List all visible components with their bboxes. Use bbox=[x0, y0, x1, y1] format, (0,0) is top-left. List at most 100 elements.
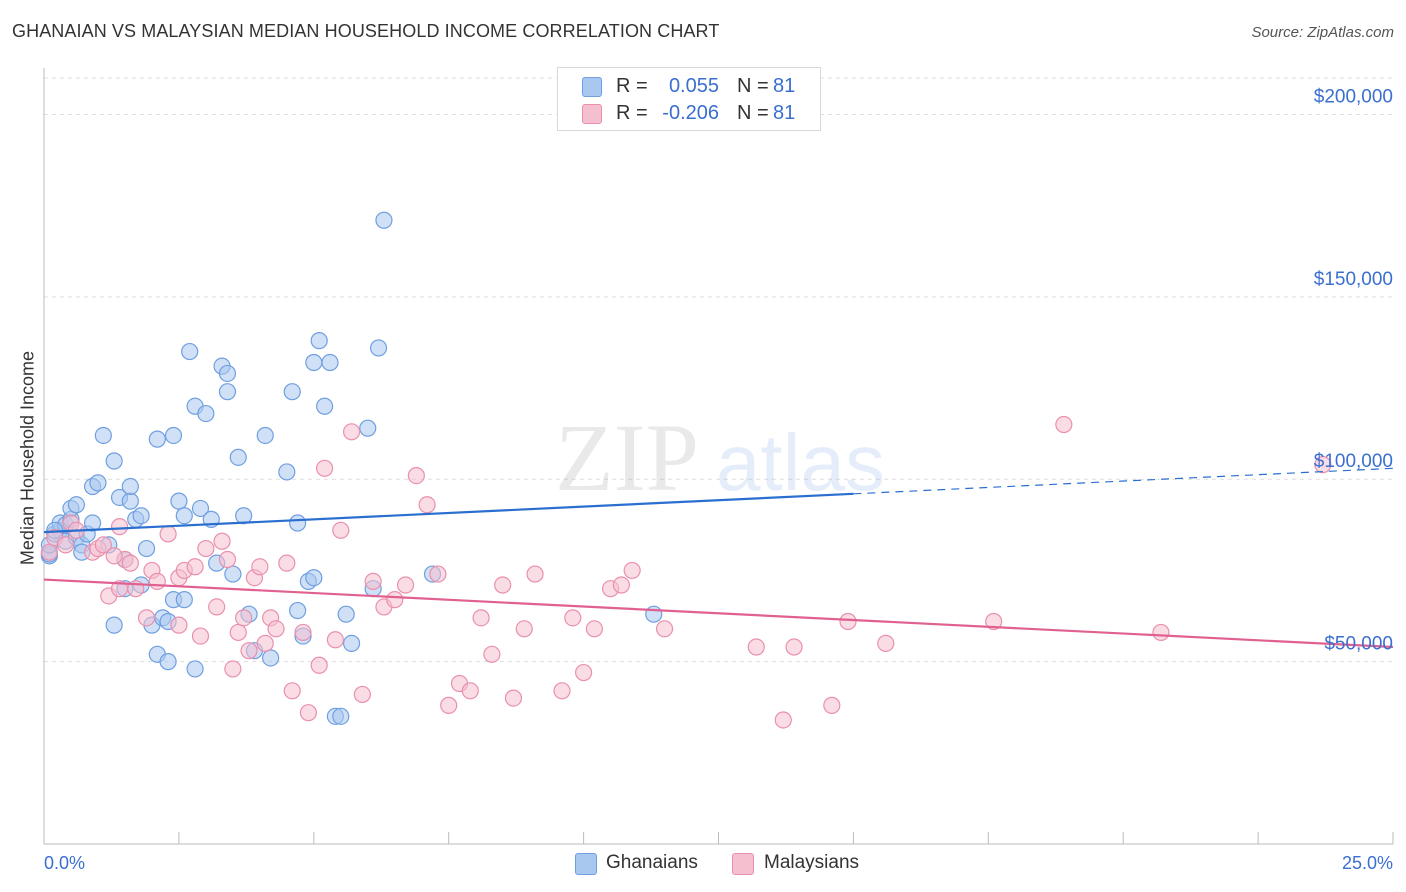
r-label: R = bbox=[616, 102, 648, 124]
malaysians-point bbox=[461, 682, 479, 700]
malaysians-point bbox=[515, 620, 533, 638]
malaysians-point bbox=[1314, 456, 1332, 474]
n-label: N = bbox=[737, 102, 769, 124]
malaysians-point bbox=[278, 554, 296, 572]
legend-swatch-malaysians bbox=[732, 853, 754, 875]
malaysians-point bbox=[1055, 415, 1073, 434]
malaysians-point bbox=[623, 561, 641, 580]
legend-label-malaysians: Malaysians bbox=[764, 852, 860, 873]
malaysians-point bbox=[251, 558, 269, 576]
y-tick-label: $100,000 bbox=[1314, 451, 1393, 472]
ghanaians-point bbox=[148, 430, 166, 448]
malaysians-point bbox=[418, 496, 436, 514]
ghanaians-point bbox=[89, 474, 107, 492]
malaysians-point bbox=[985, 612, 1003, 631]
legend-swatch-blue bbox=[582, 77, 602, 97]
malaysians-point bbox=[364, 572, 382, 590]
malaysians-point bbox=[504, 689, 523, 707]
trend-lines bbox=[43, 467, 1394, 649]
ghanaians-point bbox=[229, 448, 247, 466]
ghanaians-point bbox=[175, 507, 193, 525]
malaysians-point bbox=[342, 423, 361, 441]
watermark-atlas: atlas bbox=[716, 418, 885, 507]
malaysians-trend-line bbox=[43, 578, 1394, 649]
malaysians-point bbox=[299, 704, 318, 722]
chart-title: GHANAIAN VS MALAYSIAN MEDIAN HOUSEHOLD I… bbox=[12, 21, 720, 41]
malaysians-point bbox=[553, 682, 571, 700]
ghanaians-point bbox=[369, 339, 388, 357]
ghanaians-point bbox=[310, 332, 328, 350]
ghanaians-point bbox=[321, 353, 339, 372]
ghanaians-point bbox=[289, 514, 307, 532]
malaysians-point bbox=[655, 620, 674, 638]
ghanaians-point bbox=[105, 616, 123, 634]
watermark-zip: ZIP bbox=[555, 404, 699, 511]
y-tick-label: $150,000 bbox=[1314, 269, 1393, 290]
malaysians-point bbox=[774, 711, 792, 729]
malaysians-point bbox=[494, 576, 512, 594]
watermark: ZIP atlas bbox=[555, 404, 885, 511]
legend-row-ghanaians: R = 0.055 N = 81 bbox=[558, 73, 820, 100]
x-tick-label: 25.0% bbox=[1342, 853, 1393, 873]
ghanaians-point bbox=[137, 539, 156, 558]
ghanaians-point bbox=[121, 492, 139, 510]
malaysians-point bbox=[40, 543, 58, 561]
ghanaians-point bbox=[256, 426, 274, 445]
n-label: N = bbox=[737, 75, 769, 97]
malaysians-point bbox=[148, 572, 166, 590]
malaysians-point bbox=[526, 565, 544, 583]
malaysians-point bbox=[747, 638, 765, 656]
malaysians-point bbox=[1152, 623, 1170, 642]
malaysians-point bbox=[170, 616, 188, 634]
ghanaians-point bbox=[645, 605, 663, 623]
malaysians-point bbox=[186, 558, 204, 576]
malaysians-point bbox=[483, 645, 501, 663]
ghanaians-point bbox=[359, 419, 377, 437]
malaysians-point bbox=[197, 539, 215, 558]
malaysians-point bbox=[407, 466, 425, 485]
malaysians-point bbox=[877, 634, 895, 652]
y-axis-label: Median Household Income bbox=[17, 350, 38, 566]
gridlines bbox=[44, 77, 1393, 663]
ghanaians-point bbox=[170, 492, 188, 510]
malaysians-point bbox=[472, 609, 490, 627]
malaysians-point bbox=[105, 547, 123, 565]
ghanaians-point bbox=[305, 569, 323, 587]
r-value: 0.055 bbox=[668, 75, 719, 97]
ghanaians-point bbox=[197, 404, 215, 423]
malaysians-point bbox=[294, 623, 312, 642]
ghanaians-point bbox=[224, 565, 242, 583]
r-value: -0.206 bbox=[662, 102, 719, 124]
ghanaians-point bbox=[342, 634, 361, 652]
ghanaians-point bbox=[186, 660, 204, 678]
malaysians-point bbox=[224, 660, 242, 678]
malaysians-point bbox=[218, 550, 237, 569]
correlation-legend: R = 0.055 N = 81 R = -0.206 N = 81 bbox=[557, 67, 821, 131]
source-label: Source: ZipAtlas.com bbox=[1251, 24, 1394, 41]
x-tick-label: 0.0% bbox=[44, 853, 85, 873]
malaysians-point bbox=[213, 532, 231, 550]
ghanaians-point bbox=[132, 507, 150, 525]
series-legend: Ghanaians Malaysians bbox=[0, 851, 1406, 877]
ghanaians-point bbox=[191, 499, 210, 518]
legend-swatch-ghanaians bbox=[575, 853, 597, 875]
ghanaians-point bbox=[218, 383, 237, 401]
ghanaians-point bbox=[337, 605, 355, 623]
malaysians-point bbox=[240, 642, 258, 660]
malaysians-point bbox=[564, 609, 582, 627]
tick-labels: $50,000 $100,000 $150,000 $200,000 0.0% 25.0% bbox=[44, 86, 1393, 873]
malaysians-point bbox=[229, 623, 247, 642]
malaysians-point bbox=[94, 536, 112, 554]
ghanaians-point bbox=[175, 591, 193, 609]
malaysians-point bbox=[326, 631, 344, 649]
malaysians-point bbox=[612, 576, 630, 594]
ghanaians-point bbox=[289, 601, 307, 620]
malaysians-point bbox=[110, 518, 129, 536]
malaysians-point bbox=[256, 634, 274, 652]
ghanaians-point bbox=[262, 649, 280, 667]
ghanaians-point bbox=[164, 426, 183, 445]
malaysians-point bbox=[310, 656, 328, 674]
r-label: R = bbox=[616, 75, 648, 97]
malaysians-point bbox=[440, 696, 458, 714]
